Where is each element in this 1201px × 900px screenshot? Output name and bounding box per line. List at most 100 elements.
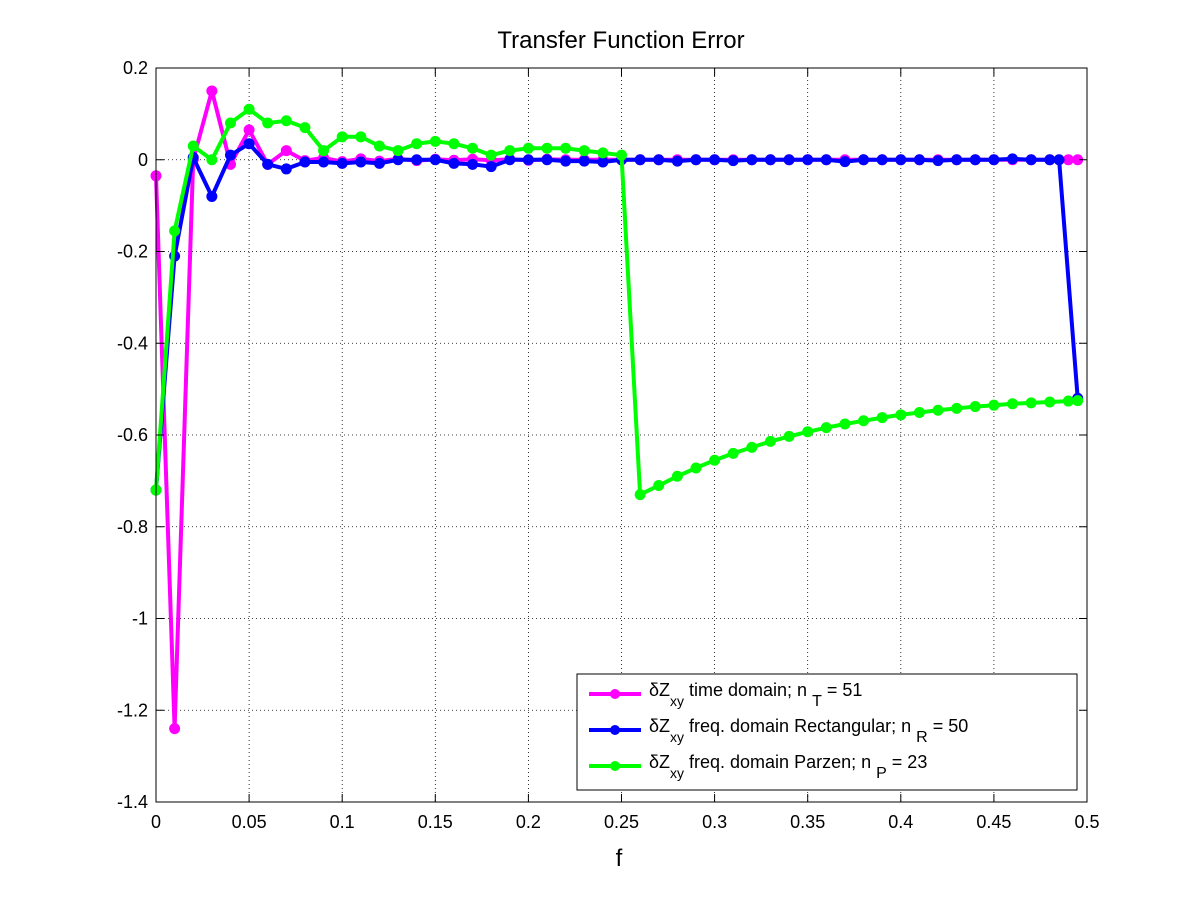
data-point xyxy=(243,138,255,150)
data-point xyxy=(1053,154,1065,166)
data-point xyxy=(504,154,516,166)
legend-entry: δZxy freq. domain Rectangular; n R = 50 xyxy=(649,716,968,746)
data-point xyxy=(467,158,479,170)
data-point xyxy=(1062,154,1074,166)
data-point xyxy=(839,156,851,168)
data-point xyxy=(895,409,907,421)
data-point xyxy=(988,399,1000,411)
data-point xyxy=(504,145,516,157)
x-tick-label: 0.45 xyxy=(976,812,1011,832)
data-point xyxy=(858,415,870,427)
data-point xyxy=(429,154,441,166)
data-point xyxy=(671,155,683,167)
series-3 xyxy=(150,103,1084,501)
data-point xyxy=(560,142,572,154)
y-tick-label: -1.4 xyxy=(117,792,148,812)
data-point xyxy=(913,407,925,419)
data-point xyxy=(783,154,795,166)
data-point xyxy=(280,115,292,127)
data-point xyxy=(373,140,385,152)
data-point xyxy=(206,190,218,202)
y-tick-label: 0 xyxy=(138,150,148,170)
data-point xyxy=(336,157,348,169)
data-point xyxy=(932,404,944,416)
data-point xyxy=(764,435,776,447)
data-point xyxy=(355,131,367,143)
data-point xyxy=(839,418,851,430)
data-point xyxy=(690,154,702,166)
data-point xyxy=(951,154,963,166)
x-tick-label: 0.3 xyxy=(702,812,727,832)
data-point xyxy=(206,85,218,97)
legend-marker xyxy=(610,725,620,735)
data-point xyxy=(448,157,460,169)
data-point xyxy=(169,225,181,237)
data-point xyxy=(262,117,274,129)
data-point xyxy=(1007,153,1019,165)
data-point xyxy=(634,154,646,166)
x-tick-label: 0.2 xyxy=(516,812,541,832)
y-tick-label: -1 xyxy=(132,609,148,629)
legend-entry: δZxy time domain; n T = 51 xyxy=(649,680,862,710)
data-point xyxy=(709,154,721,166)
data-point xyxy=(578,155,590,167)
data-point xyxy=(746,441,758,453)
data-point xyxy=(522,154,534,166)
legend: δZxy time domain; n T = 51 δZxy freq. dom… xyxy=(576,673,1078,791)
data-point xyxy=(411,138,423,150)
data-point xyxy=(262,158,274,170)
data-point xyxy=(913,154,925,166)
y-tick-label: -0.4 xyxy=(117,333,148,353)
y-tick-label: -0.2 xyxy=(117,242,148,262)
data-point xyxy=(318,156,330,168)
data-point xyxy=(932,155,944,167)
x-tick-label: 0 xyxy=(151,812,161,832)
data-point xyxy=(746,154,758,166)
data-point xyxy=(764,154,776,166)
x-tick-label: 0.05 xyxy=(232,812,267,832)
data-point xyxy=(243,124,255,136)
data-point xyxy=(727,155,739,167)
data-point xyxy=(224,149,236,161)
chart-title: Transfer Function Error xyxy=(497,27,744,54)
data-point xyxy=(616,149,627,161)
data-point xyxy=(597,147,609,159)
data-point xyxy=(336,131,348,143)
x-axis-label: f xyxy=(616,845,623,872)
x-tick-label: 0.1 xyxy=(330,812,355,832)
y-tick-label: -1.2 xyxy=(117,700,148,720)
data-point xyxy=(1044,154,1056,166)
data-point xyxy=(783,430,795,442)
data-point xyxy=(541,154,553,166)
x-tick-label: 0.25 xyxy=(604,812,639,832)
data-point xyxy=(876,412,888,424)
data-point xyxy=(392,154,404,166)
data-point xyxy=(299,156,311,168)
data-point xyxy=(634,489,646,501)
data-point xyxy=(299,122,311,134)
legend-marker xyxy=(610,689,620,699)
data-point xyxy=(560,155,572,167)
data-point xyxy=(187,140,199,152)
data-point xyxy=(969,401,981,413)
x-tick-label: 0.35 xyxy=(790,812,825,832)
data-point xyxy=(876,154,888,166)
legend-entry: δZxy freq. domain Parzen; n P = 23 xyxy=(649,752,927,782)
data-point xyxy=(578,145,590,157)
x-tick-label: 0.4 xyxy=(888,812,913,832)
data-point xyxy=(224,117,236,129)
y-tick-label: -0.6 xyxy=(117,425,148,445)
data-point xyxy=(1025,154,1037,166)
data-point xyxy=(951,402,963,414)
y-tick-label: 0.2 xyxy=(123,58,148,78)
data-point xyxy=(522,142,534,154)
data-point xyxy=(485,161,497,173)
data-point xyxy=(429,135,441,147)
data-point xyxy=(541,142,553,154)
data-point xyxy=(1025,397,1037,409)
data-point xyxy=(727,447,739,459)
data-point xyxy=(969,154,981,166)
x-tick-label: 0.15 xyxy=(418,812,453,832)
x-tick-label: 0.5 xyxy=(1074,812,1099,832)
